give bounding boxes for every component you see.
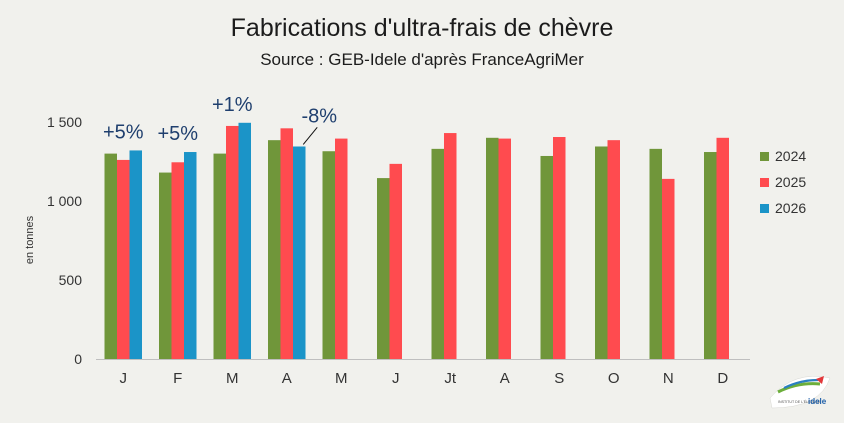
bar-2025-m-4 [335,138,348,359]
bar-2025-j-0 [117,159,130,359]
bar-2025-s-8 [553,137,566,359]
bar-2024-f-1 [159,172,172,359]
x-tick-label: J [392,370,400,387]
bar-2024-a-3 [268,140,281,359]
bar-2025-m-2 [226,125,239,359]
chart-subtitle: Source : GEB-Idele d'après FranceAgriMer [260,50,584,69]
x-tick-label: Jt [444,370,457,387]
y-tick-label: 1 000 [47,193,82,209]
legend-swatch-2026 [760,204,769,213]
bar-2026-m-2 [238,122,251,359]
svg-text:idele: idele [808,397,827,406]
bar-2024-m-4 [322,151,335,359]
x-tick-label: O [608,370,620,387]
bar-2026-f-1 [184,152,197,359]
x-tick-label: S [554,370,564,387]
chart-title: Fabrications d'ultra-frais de chèvre [230,14,614,42]
bar-2024-j-0 [104,153,117,359]
x-tick-label: M [226,370,239,387]
x-tick-label: N [663,370,674,387]
legend-swatch-2024 [760,152,769,161]
bar-2024-a-7 [486,137,499,359]
annotation-label: +1% [212,94,253,116]
annotation-leader-line [302,127,318,145]
y-tick-label: 0 [74,351,82,367]
bar-2025-o-9 [607,140,620,359]
bar-2026-j-0 [129,150,142,359]
annotation-label: -8% [301,105,337,127]
x-tick-label: J [120,370,128,387]
bar-2024-d-11 [704,152,717,359]
bar-2024-jt-6 [431,148,444,359]
bar-2024-n-10 [649,148,662,359]
x-tick-label: F [173,370,182,387]
legend-label-2025: 2025 [775,174,806,190]
bar-2025-a-7 [498,138,511,359]
legend-label-2024: 2024 [775,148,806,164]
bar-2026-a-3 [293,146,306,359]
idele-logo: INSTITUT DE L'ÉLEVAGE idele [769,375,831,409]
annotation-label: +5% [103,121,144,143]
bar-2024-o-9 [595,146,608,359]
bar-2024-s-8 [540,155,553,359]
y-tick-label: 500 [59,272,83,288]
x-tick-label: M [335,370,348,387]
svg-text:INSTITUT DE L'ÉLEVAGE: INSTITUT DE L'ÉLEVAGE [778,399,821,404]
bar-2024-m-2 [213,153,226,359]
bar-2025-a-3 [280,128,293,359]
y-axis-label: en tonnes [24,215,36,264]
x-tick-label: D [717,370,728,387]
legend-label-2026: 2026 [775,200,806,216]
bar-2025-d-11 [716,137,729,359]
annotation-label: +5% [157,123,198,145]
bar-2025-j-5 [389,163,402,359]
bar-2025-jt-6 [444,133,457,359]
bar-2024-j-5 [377,178,390,359]
x-tick-label: A [500,370,510,387]
legend-swatch-2025 [760,178,769,187]
bar-2025-f-1 [171,162,184,359]
y-tick-label: 1 500 [47,114,82,130]
x-tick-label: A [282,370,292,387]
bar-2025-n-10 [662,178,675,359]
